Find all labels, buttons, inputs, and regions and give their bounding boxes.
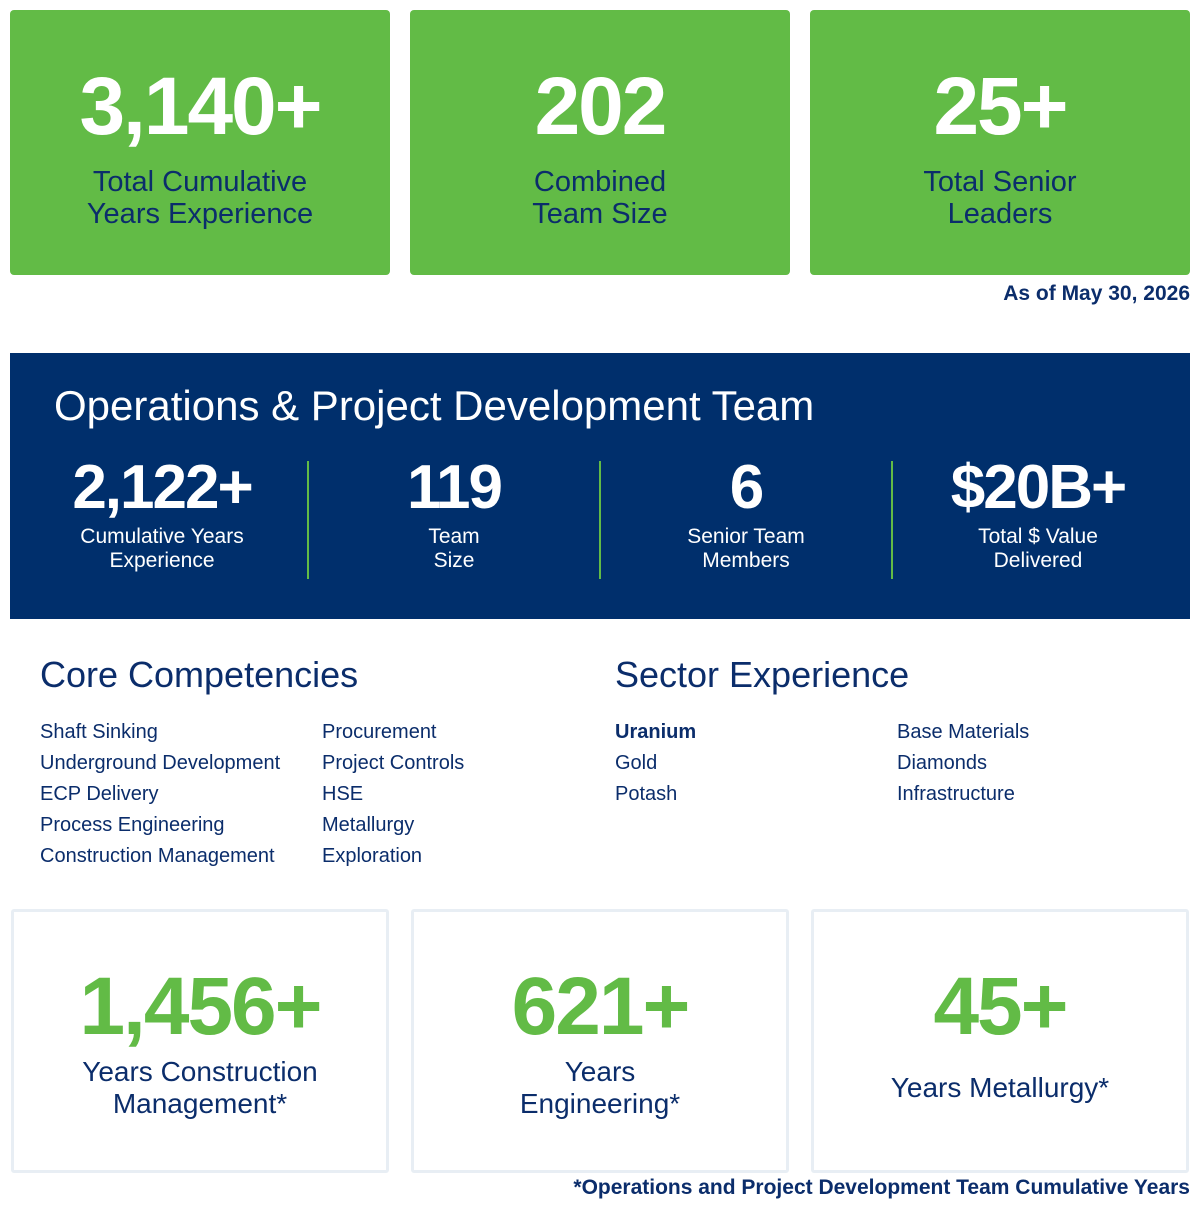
label-line: Years Experience bbox=[86, 198, 314, 230]
stat-card: 1,456+ Years Construction Management* bbox=[11, 909, 389, 1173]
list-item: ECP Delivery bbox=[40, 783, 159, 805]
item-list: Uranium Gold Potash bbox=[615, 717, 696, 810]
stat-value: 119 bbox=[406, 453, 503, 522]
divider bbox=[599, 461, 601, 579]
label-line: Size bbox=[433, 549, 475, 572]
stat-label: Total Senior Leaders bbox=[810, 166, 1190, 230]
stat-label: Cumulative Years Experience bbox=[16, 525, 308, 573]
stat-value: 25+ bbox=[933, 61, 1068, 152]
label-line: Total $ Value bbox=[978, 525, 1098, 548]
stat-label: Senior Team Members bbox=[600, 525, 892, 573]
label-line: Combined bbox=[533, 166, 667, 198]
label-line: Total Senior bbox=[923, 166, 1077, 198]
divider bbox=[891, 461, 893, 579]
stat-label: Combined Team Size bbox=[410, 166, 790, 230]
section-title: Sector Experience bbox=[615, 654, 910, 695]
ops-team-panel: Operations & Project Development Team 2,1… bbox=[10, 353, 1190, 619]
ops-stat: 6 Senior Team Members bbox=[600, 453, 892, 573]
divider bbox=[307, 461, 309, 579]
list-item: Base Materials bbox=[897, 721, 1030, 743]
stat-value: 45+ bbox=[933, 961, 1068, 1052]
label-line: Delivered bbox=[993, 549, 1083, 572]
stat-card: 45+ Years Metallurgy* bbox=[811, 909, 1189, 1173]
stat-label: Total Cumulative Years Experience bbox=[10, 166, 390, 230]
list-item: Procurement bbox=[322, 721, 437, 743]
footnote: *Operations and Project Development Team… bbox=[573, 1176, 1190, 1199]
label-line: Years bbox=[564, 1056, 636, 1087]
stat-card: 25+ Total Senior Leaders bbox=[810, 10, 1190, 275]
as-of-date: As of May 30, 2026 bbox=[1003, 282, 1190, 305]
list-item: Construction Management bbox=[40, 845, 275, 867]
stat-label: Years Metallurgy* bbox=[814, 1072, 1186, 1104]
stat-value: 1,456+ bbox=[79, 961, 322, 1052]
item-list: Base Materials Diamonds Infrastructure bbox=[897, 717, 1029, 810]
label-line: Years Construction bbox=[82, 1056, 318, 1087]
ops-stat: $20B+ Total $ Value Delivered bbox=[892, 453, 1184, 573]
stat-value: 6 bbox=[729, 453, 764, 522]
label-line: Total Cumulative bbox=[92, 166, 308, 198]
section-title: Core Competencies bbox=[40, 654, 359, 695]
stat-value: 202 bbox=[534, 61, 668, 152]
stat-label: Team Size bbox=[308, 525, 600, 573]
stat-value: 2,122+ bbox=[72, 453, 253, 522]
list-item: Potash bbox=[615, 783, 678, 805]
list-item: Shaft Sinking bbox=[40, 721, 158, 743]
item-list: Procurement Project Controls HSE Metallurgy… bbox=[322, 717, 464, 872]
label-line: Team bbox=[428, 525, 480, 548]
list-item: Metallurgy bbox=[322, 814, 415, 836]
label-line: Leaders bbox=[947, 198, 1053, 230]
label-line: Experience bbox=[109, 549, 215, 572]
stat-label: Years Engineering* bbox=[414, 1056, 786, 1120]
label-line: Senior Team bbox=[687, 525, 805, 548]
label-line: Engineering* bbox=[519, 1088, 681, 1119]
label-line: Years Metallurgy* bbox=[890, 1072, 1110, 1103]
list-item: HSE bbox=[322, 783, 364, 805]
label-line: Cumulative Years bbox=[80, 525, 244, 548]
ops-stat: 2,122+ Cumulative Years Experience bbox=[16, 453, 308, 573]
ops-stat: 119 Team Size bbox=[308, 453, 600, 573]
stat-card: 3,140+ Total Cumulative Years Experience bbox=[10, 10, 390, 275]
stat-card: 621+ Years Engineering* bbox=[411, 909, 789, 1173]
stat-value: 621+ bbox=[511, 961, 691, 1052]
list-item: Underground Development bbox=[40, 752, 281, 774]
list-item: Diamonds bbox=[897, 752, 988, 774]
list-item: Project Controls bbox=[322, 752, 465, 774]
list-item: Exploration bbox=[322, 845, 423, 867]
panel-title: Operations & Project Development Team bbox=[54, 382, 815, 429]
list-item: Infrastructure bbox=[897, 783, 1015, 805]
label-line: Team Size bbox=[532, 198, 668, 230]
stat-value: $20B+ bbox=[950, 453, 1127, 522]
stat-value: 3,140+ bbox=[79, 61, 322, 152]
label-line: Management* bbox=[112, 1088, 288, 1119]
stat-label: Total $ Value Delivered bbox=[892, 525, 1184, 573]
stat-card: 202 Combined Team Size bbox=[410, 10, 790, 275]
list-item: Uranium bbox=[615, 721, 697, 743]
list-item: Gold bbox=[615, 752, 658, 774]
list-item: Process Engineering bbox=[40, 814, 225, 836]
item-list: Shaft Sinking Underground Development ECP … bbox=[40, 717, 280, 872]
stat-label: Years Construction Management* bbox=[14, 1056, 386, 1120]
label-line: Members bbox=[702, 549, 790, 572]
